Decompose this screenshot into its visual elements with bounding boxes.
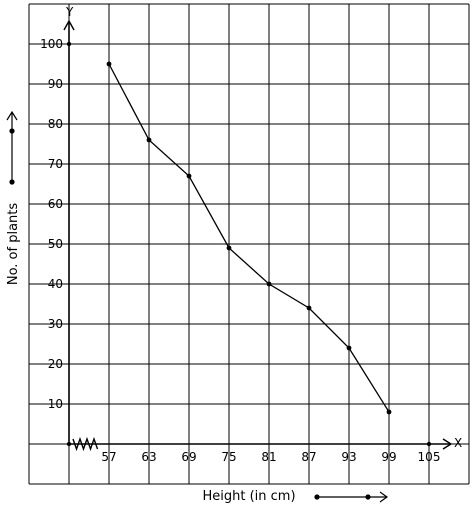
data-point — [386, 409, 392, 415]
y-tick-label: 20 — [48, 357, 63, 371]
y-tick-label: 80 — [48, 117, 63, 131]
y-axis-letter: Y — [65, 5, 74, 19]
data-point — [186, 173, 192, 179]
y-axis-title: No. of plants — [6, 203, 21, 286]
x-axis-letter: X — [454, 436, 462, 450]
tick-labels: 10 20 30 40 50 60 70 80 90 100 57 63 69 75 81 87 93 99 105 — [40, 37, 440, 464]
y-tick-label: 70 — [48, 157, 63, 171]
axes — [63, 19, 453, 452]
y-tick-label: 10 — [48, 397, 63, 411]
data-point — [346, 345, 352, 351]
y-tick-label: 100 — [40, 37, 63, 51]
y-tick-label: 50 — [48, 237, 63, 251]
x-tick-label: 87 — [301, 450, 316, 464]
data-point — [146, 137, 152, 143]
data-point — [266, 281, 272, 287]
x-tick-label: 57 — [101, 450, 116, 464]
y-direction-arrow-icon — [6, 110, 18, 185]
y-tick-label: 30 — [48, 317, 63, 331]
x-tick-label: 99 — [381, 450, 396, 464]
data-point — [226, 245, 232, 251]
y-tick-label: 60 — [48, 197, 63, 211]
axis-break-icon — [72, 436, 99, 452]
data-point — [306, 305, 312, 311]
x-axis-arrow-icon — [442, 438, 453, 450]
x-direction-arrow-icon — [314, 491, 389, 503]
y-axis-top-point — [66, 41, 72, 47]
x-tick-label: 75 — [221, 450, 236, 464]
x-tick-label: 93 — [341, 450, 356, 464]
x-tick-label: 81 — [261, 450, 276, 464]
y-tick-label: 90 — [48, 77, 63, 91]
y-tick-label: 40 — [48, 277, 63, 291]
x-axis-title: Height (in cm) — [202, 489, 295, 504]
grid — [28, 3, 470, 485]
x-tick-label: 63 — [141, 450, 156, 464]
x-axis-end-point — [426, 441, 432, 447]
y-axis-arrow-icon — [63, 19, 75, 31]
data-point — [106, 61, 112, 67]
series-line — [106, 61, 392, 415]
x-tick-label: 105 — [418, 450, 441, 464]
origin-point — [66, 441, 72, 447]
series-polyline — [108, 63, 390, 413]
x-tick-label: 69 — [181, 450, 196, 464]
